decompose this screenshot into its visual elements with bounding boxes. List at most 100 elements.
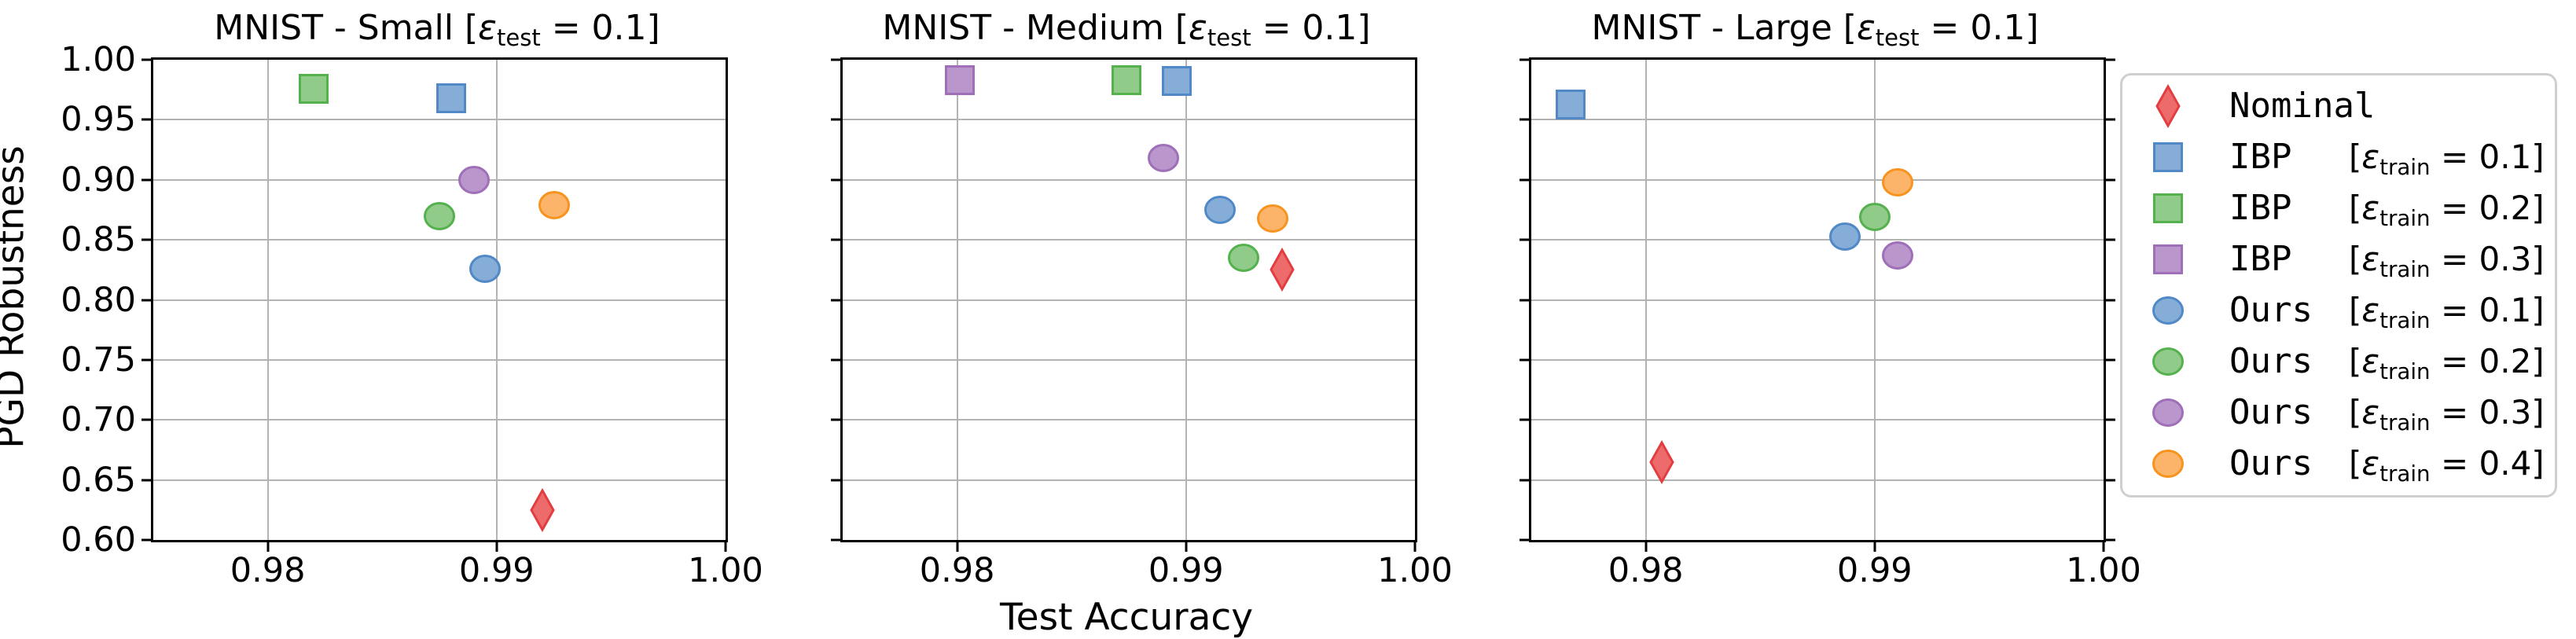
- legend-item-epsilon: [εtrain = 0.2]: [2349, 189, 2545, 231]
- y-gridline: [153, 178, 726, 181]
- legend-item-ours-green: Ours [εtrain = 0.2]: [2122, 336, 2555, 387]
- x-tick-mark: [266, 542, 270, 552]
- y-tick-mark: [141, 538, 151, 542]
- y-tick-mark-right: [2106, 299, 2115, 301]
- data-point-square-blue: [1161, 65, 1192, 97]
- diamond-marker-icon: [530, 487, 555, 532]
- data-point-circle-green: [1858, 202, 1891, 232]
- x-tick-label: 0.99: [1836, 551, 1913, 590]
- y-tick-mark: [831, 118, 840, 121]
- legend-item-label: Nominal: [2229, 86, 2376, 126]
- y-tick-mark: [141, 418, 151, 421]
- x-tick-mark: [724, 542, 727, 552]
- y-gridline: [153, 419, 726, 421]
- epsilon-subscript: test: [1207, 24, 1251, 52]
- x-gridline: [1873, 60, 1876, 540]
- y-gridline: [153, 239, 726, 241]
- data-point-square-blue: [435, 83, 467, 114]
- y-tick-mark: [141, 58, 151, 61]
- x-gridline: [1644, 60, 1647, 540]
- y-tick-mark: [831, 418, 840, 421]
- y-tick-mark: [831, 238, 840, 241]
- x-tick-mark: [495, 542, 498, 552]
- legend-item-epsilon: [εtrain = 0.1]: [2349, 138, 2545, 180]
- circle-marker-icon: [1204, 195, 1237, 224]
- y-tick-mark: [831, 299, 840, 301]
- title-text-rest: = 0.1]: [1919, 8, 2039, 48]
- y-tick-mark-right: [2106, 178, 2115, 182]
- data-point-square-green: [1111, 64, 1142, 96]
- y-gridline: [153, 299, 726, 301]
- x-tick-mark: [1873, 542, 1876, 552]
- y-tick-mark: [1520, 58, 1529, 61]
- y-gridline: [843, 119, 1415, 121]
- data-point-diamond-red: [529, 487, 556, 532]
- x-tick-mark: [1413, 542, 1417, 552]
- legend-item-epsilon: [εtrain = 0.1]: [2349, 291, 2545, 333]
- y-gridline: [1531, 119, 2104, 121]
- data-point-square-green: [298, 73, 329, 105]
- y-tick-mark-right: [2106, 118, 2115, 121]
- legend-item-label: Ours: [2229, 392, 2313, 432]
- legend-item-label: IBP: [2229, 137, 2292, 177]
- diamond-marker-icon: [1649, 439, 1674, 484]
- legend-marker: [2151, 347, 2185, 376]
- title-text: MNIST - Large [: [1591, 8, 1857, 48]
- y-gridline: [843, 178, 1415, 181]
- y-tick-label: 0.75: [61, 340, 136, 380]
- y-gridline: [1531, 178, 2104, 181]
- legend-item-label: Ours: [2229, 443, 2313, 483]
- legend-marker: [2151, 83, 2185, 128]
- y-tick-mark: [1520, 538, 1529, 542]
- y-tick-label: 0.85: [61, 220, 136, 260]
- circle-marker-icon: [424, 201, 455, 230]
- y-tick-mark-right: [2106, 479, 2115, 482]
- x-tick-label: 1.00: [688, 551, 763, 590]
- subplot-title-small: MNIST - Small [εtest = 0.1]: [151, 8, 723, 50]
- circle-marker-icon: [458, 165, 490, 194]
- data-point-circle-purple: [1881, 241, 1914, 270]
- circle-marker-icon: [1881, 241, 1913, 270]
- y-tick-mark: [141, 118, 151, 121]
- title-text: MNIST - Small [: [214, 8, 479, 48]
- data-point-diamond-red: [1269, 248, 1295, 292]
- x-tick-mark: [1185, 542, 1188, 552]
- legend-marker: [2151, 244, 2185, 275]
- y-tick-label: 0.95: [61, 100, 136, 140]
- y-tick-mark: [1520, 418, 1529, 421]
- y-gridline: [843, 479, 1415, 481]
- y-tick-mark: [1520, 178, 1529, 182]
- circle-marker-icon: [1828, 222, 1861, 251]
- y-tick-mark: [831, 58, 840, 61]
- x-tick-label: 1.00: [1377, 551, 1453, 590]
- y-tick-label: 0.60: [61, 520, 136, 560]
- y-gridline: [153, 479, 726, 481]
- legend-item-ibp-purple: IBP [εtrain = 0.3]: [2122, 233, 2555, 285]
- y-gridline: [843, 299, 1415, 301]
- y-tick-label: 0.70: [61, 400, 136, 440]
- y-axis-label: PGD Robustness: [0, 145, 33, 449]
- y-tick-mark: [141, 479, 151, 482]
- legend-item-ours-orange: Ours [εtrain = 0.4]: [2122, 438, 2555, 489]
- plot-area-mnist-medium: 0.98 0.99 1.00: [831, 57, 1453, 590]
- y-tick-label: 0.90: [61, 160, 136, 200]
- y-tick-mark-right: [2106, 58, 2115, 61]
- y-tick-mark: [141, 238, 151, 241]
- y-tick-mark: [831, 479, 840, 482]
- x-axis-label: Test Accuracy: [999, 596, 1254, 639]
- circle-marker-icon: [2152, 398, 2184, 427]
- x-gridline: [956, 60, 958, 540]
- data-point-circle-blue: [1203, 195, 1237, 225]
- legend-marker: [2151, 193, 2185, 224]
- x-tick-label: 0.99: [458, 551, 535, 590]
- y-tick-label: 1.00: [61, 40, 136, 79]
- legend-item-epsilon: [εtrain = 0.4]: [2349, 444, 2545, 487]
- plot-area-mnist-large: 0.98 0.99 1.00: [1520, 57, 2141, 590]
- square-marker-icon: [944, 64, 975, 95]
- circle-marker-icon: [469, 254, 502, 283]
- title-text: MNIST - Medium [: [882, 8, 1189, 48]
- square-marker-icon: [1162, 66, 1192, 97]
- epsilon-symbol: ε: [1856, 8, 1876, 48]
- diamond-marker-icon: [2155, 83, 2181, 128]
- y-tick-mark: [831, 538, 840, 542]
